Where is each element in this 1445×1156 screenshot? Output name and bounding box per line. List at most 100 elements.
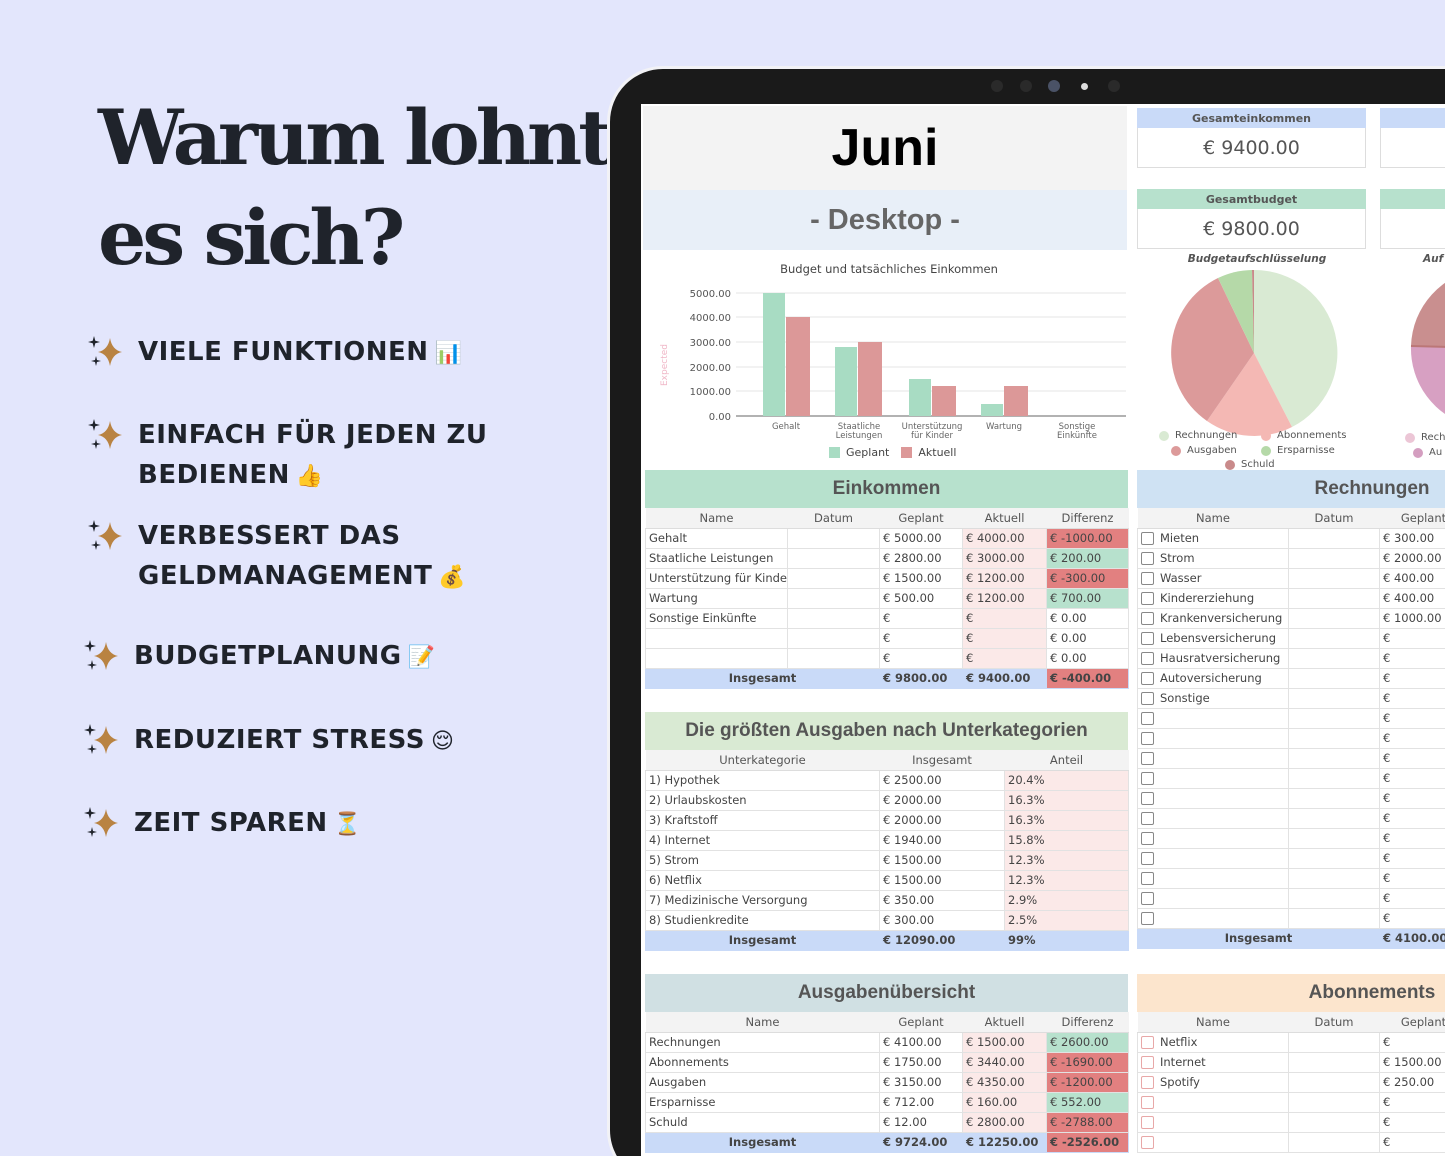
cell-date[interactable]	[1288, 907, 1380, 929]
cell-name[interactable]: 3) Kraftstoff	[645, 809, 880, 831]
cell-name[interactable]: Schuld	[645, 1111, 880, 1133]
cell-actual[interactable]: € 1200.00	[962, 587, 1047, 609]
checkbox[interactable]	[1141, 632, 1154, 645]
cell-date[interactable]	[787, 647, 880, 669]
cell-name[interactable]: Unterstützung für Kinder	[645, 567, 788, 589]
cell-date[interactable]	[1288, 587, 1380, 609]
cell-diff[interactable]: € 700.00	[1046, 587, 1129, 609]
cell-total[interactable]: € 2000.00	[879, 789, 1005, 811]
cell-name[interactable]: Mieten	[1160, 531, 1200, 545]
checkbox[interactable]	[1141, 712, 1154, 725]
cell-name[interactable]: Sonstige Einkünfte	[645, 607, 788, 629]
checkbox[interactable]	[1141, 772, 1154, 785]
cell-name[interactable]: Sonstige	[1160, 691, 1210, 705]
cell-planned[interactable]: € 2000.00	[1379, 547, 1445, 569]
cell-date[interactable]	[1288, 827, 1380, 849]
cell-planned[interactable]: €	[1379, 767, 1445, 789]
checkbox[interactable]	[1141, 792, 1154, 805]
cell-actual[interactable]: € 1200.00	[962, 567, 1047, 589]
cell-date[interactable]	[1288, 667, 1380, 689]
cell-date[interactable]	[1288, 527, 1380, 549]
checkbox[interactable]	[1141, 892, 1154, 905]
cell-name[interactable]: 5) Strom	[645, 849, 880, 871]
cell-date[interactable]	[1288, 607, 1380, 629]
cell-actual[interactable]: € 3000.00	[962, 547, 1047, 569]
checkbox[interactable]	[1141, 1116, 1154, 1129]
cell-date[interactable]	[787, 627, 880, 649]
cell-actual[interactable]: € 2800.00	[962, 1111, 1047, 1133]
checkbox[interactable]	[1141, 612, 1154, 625]
cell-share[interactable]: 16.3%	[1004, 809, 1129, 831]
cell-date[interactable]	[1288, 727, 1380, 749]
checkbox[interactable]	[1141, 1076, 1154, 1089]
cell-planned[interactable]: €	[1379, 707, 1445, 729]
cell-date[interactable]	[787, 547, 880, 569]
cell-planned[interactable]: € 250.00	[1379, 1071, 1445, 1093]
cell-actual[interactable]: € 160.00	[962, 1091, 1047, 1113]
cell-name[interactable]: Abonnements	[645, 1051, 880, 1073]
cell-diff[interactable]: € -300.00	[1046, 567, 1129, 589]
cell-planned[interactable]: € 500.00	[879, 587, 963, 609]
cell-date[interactable]	[787, 527, 880, 549]
cell-planned[interactable]: €	[1379, 627, 1445, 649]
cell-name[interactable]: 4) Internet	[645, 829, 880, 851]
checkbox[interactable]	[1141, 692, 1154, 705]
cell-name[interactable]	[645, 647, 788, 669]
cell-name[interactable]: Lebensversicherung	[1160, 631, 1277, 645]
checkbox[interactable]	[1141, 552, 1154, 565]
cell-planned[interactable]: €	[1379, 727, 1445, 749]
cell-date[interactable]	[787, 587, 880, 609]
cell-planned[interactable]: €	[1379, 847, 1445, 869]
cell-planned[interactable]: €	[1379, 827, 1445, 849]
cell-name[interactable]: Krankenversicherung	[1160, 611, 1283, 625]
cell-planned[interactable]: €	[1379, 667, 1445, 689]
cell-diff[interactable]: € 200.00	[1046, 547, 1129, 569]
cell-share[interactable]: 2.5%	[1004, 909, 1129, 931]
checkbox[interactable]	[1141, 832, 1154, 845]
cell-date[interactable]	[1288, 887, 1380, 909]
cell-name[interactable]: Strom	[1160, 551, 1195, 565]
cell-date[interactable]	[1288, 647, 1380, 669]
cell-planned[interactable]: €	[1379, 747, 1445, 769]
cell-name[interactable]: Hausratversicherung	[1160, 651, 1281, 665]
checkbox[interactable]	[1141, 572, 1154, 585]
cell-planned[interactable]: €	[1379, 1031, 1445, 1053]
cell-planned[interactable]: € 4100.00	[879, 1031, 963, 1053]
cell-date[interactable]	[1288, 687, 1380, 709]
cell-name[interactable]: 2) Urlaubskosten	[645, 789, 880, 811]
cell-name[interactable]: Rechnungen	[645, 1031, 880, 1053]
cell-name[interactable]: Gehalt	[645, 527, 788, 549]
cell-name[interactable]: Kindererziehung	[1160, 591, 1255, 605]
cell-planned[interactable]: €	[1379, 1091, 1445, 1113]
cell-date[interactable]	[1288, 547, 1380, 569]
checkbox[interactable]	[1141, 652, 1154, 665]
cell-actual[interactable]: €	[962, 607, 1047, 629]
cell-diff[interactable]: € 0.00	[1046, 607, 1129, 629]
cell-planned[interactable]: € 300.00	[1379, 527, 1445, 549]
cell-diff[interactable]: € 0.00	[1046, 627, 1129, 649]
cell-planned[interactable]: €	[1379, 1111, 1445, 1133]
checkbox[interactable]	[1141, 592, 1154, 605]
cell-date[interactable]	[1288, 867, 1380, 889]
cell-actual[interactable]: €	[962, 647, 1047, 669]
cell-diff[interactable]: € 552.00	[1046, 1091, 1129, 1113]
cell-total[interactable]: € 2000.00	[879, 809, 1005, 831]
checkbox[interactable]	[1141, 812, 1154, 825]
cell-planned[interactable]: €	[1379, 1131, 1445, 1153]
cell-total[interactable]: € 1500.00	[879, 869, 1005, 891]
cell-name[interactable]: Wartung	[645, 587, 788, 609]
cell-planned[interactable]: € 400.00	[1379, 587, 1445, 609]
cell-share[interactable]: 20.4%	[1004, 769, 1129, 791]
cell-date[interactable]	[1288, 1131, 1380, 1153]
cell-planned[interactable]: €	[1379, 647, 1445, 669]
cell-planned[interactable]: € 5000.00	[879, 527, 963, 549]
cell-planned[interactable]: €	[1379, 787, 1445, 809]
cell-planned[interactable]: €	[879, 647, 963, 669]
cell-planned[interactable]: €	[1379, 867, 1445, 889]
cell-share[interactable]: 12.3%	[1004, 849, 1129, 871]
cell-name[interactable]: Autoversicherung	[1160, 671, 1262, 685]
cell-date[interactable]	[1288, 1111, 1380, 1133]
cell-name[interactable]: Ersparnisse	[645, 1091, 880, 1113]
cell-planned[interactable]: €	[1379, 687, 1445, 709]
cell-date[interactable]	[1288, 767, 1380, 789]
